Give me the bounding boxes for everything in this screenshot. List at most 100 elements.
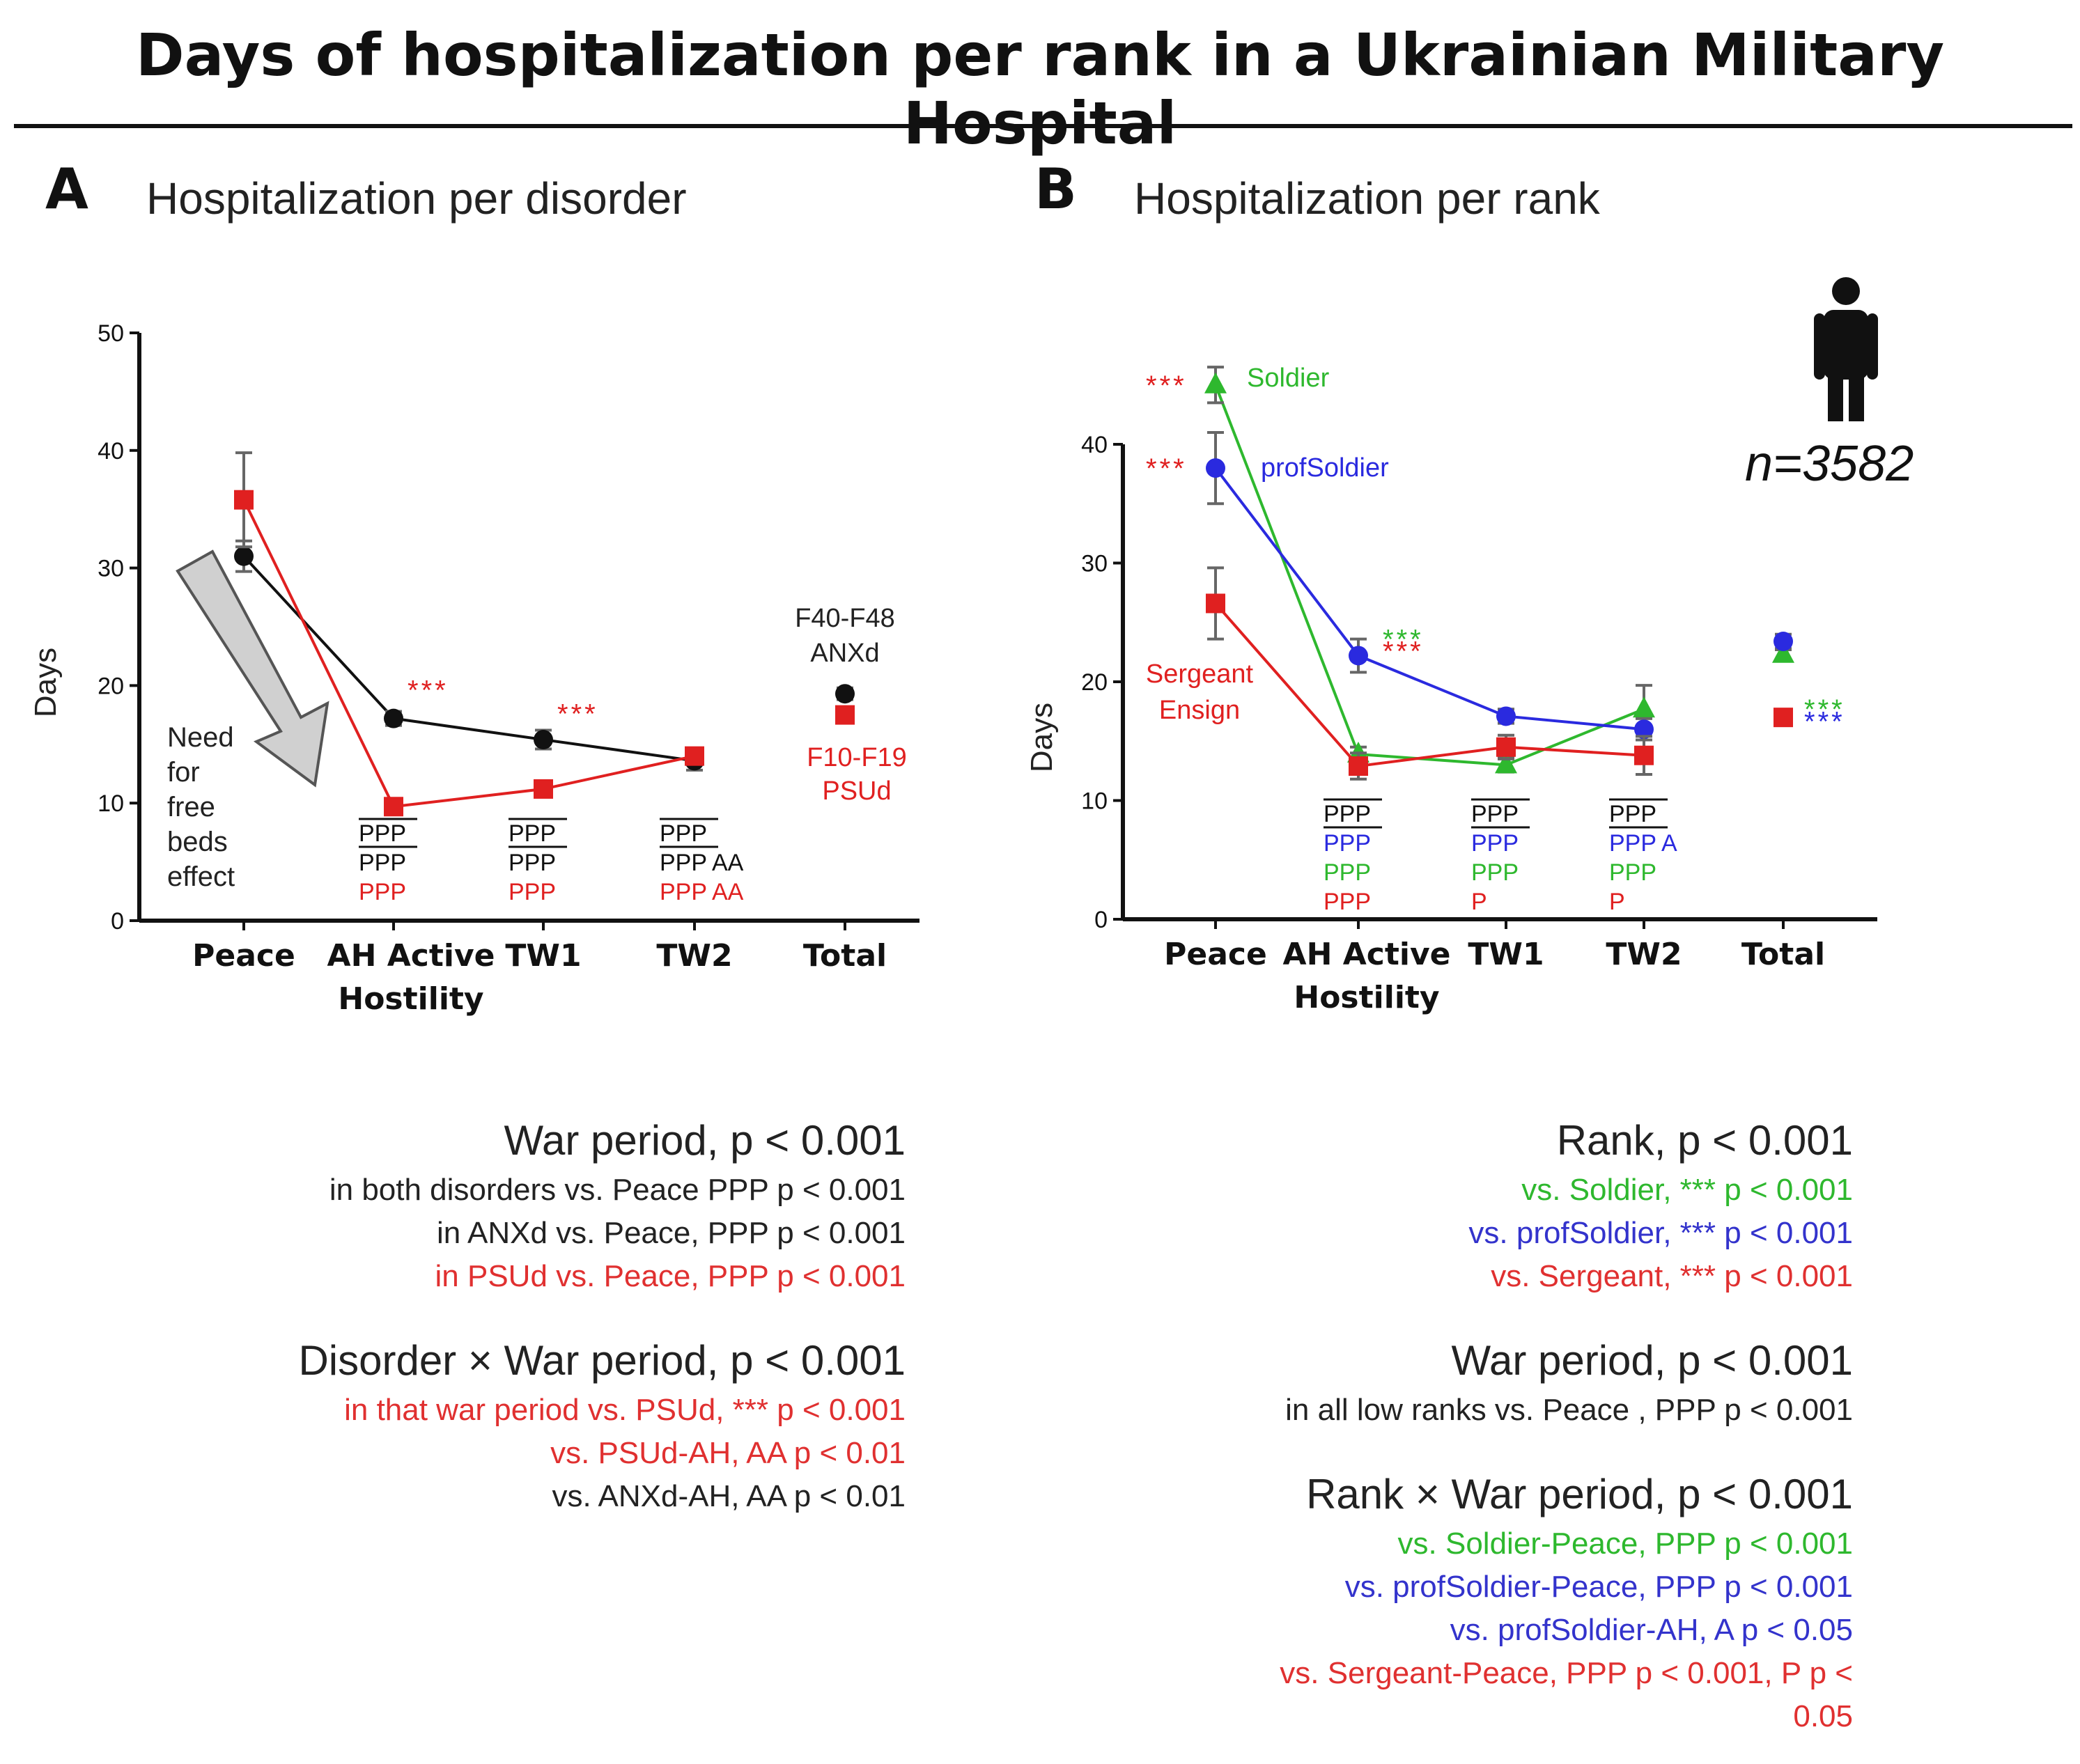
data-point bbox=[685, 746, 704, 766]
x-tick-label: TW2 bbox=[1606, 937, 1682, 972]
figure-title: Days of hospitalization per rank in a Uk… bbox=[135, 21, 1945, 157]
series-label-anxd: F40-F48 bbox=[795, 604, 895, 633]
arrow-label: beds bbox=[167, 827, 228, 857]
significance-stars: *** bbox=[408, 676, 449, 706]
x-tick-label: Total bbox=[1741, 937, 1825, 972]
sig-label: PPP bbox=[660, 820, 707, 847]
sig-label: PPP bbox=[509, 879, 556, 905]
y-tick-label: 40 bbox=[98, 438, 124, 465]
x-tick-label: TW2 bbox=[656, 938, 732, 974]
stats-b-line: vs. profSoldier, *** p < 0.001 bbox=[1468, 1216, 1853, 1250]
stats-a-interaction: Disorder × War period, p < 0.001 bbox=[298, 1337, 906, 1384]
sig-label: PPP bbox=[1609, 801, 1656, 827]
series-line bbox=[1214, 602, 1645, 768]
y-tick-label: 30 bbox=[1081, 551, 1108, 577]
data-point bbox=[1496, 706, 1516, 726]
data-point bbox=[1349, 646, 1368, 666]
stats-b-rank: Rank, p < 0.001 bbox=[1556, 1117, 1853, 1164]
person-icon-part bbox=[1867, 313, 1878, 380]
series-line bbox=[242, 555, 695, 763]
arrow-label: effect bbox=[167, 861, 235, 892]
data-point bbox=[1633, 696, 1655, 718]
significance-stars: *** bbox=[1146, 370, 1187, 401]
panel-a-letter: A bbox=[45, 157, 88, 221]
stats-a-line: vs. PSUd-AH, AA p < 0.01 bbox=[550, 1436, 906, 1470]
sig-label: PPP A bbox=[1609, 830, 1677, 857]
y-tick-label: 10 bbox=[98, 790, 124, 817]
y-tick-label: 0 bbox=[1094, 907, 1108, 933]
stats-a-war-period: War period, p < 0.001 bbox=[504, 1117, 906, 1164]
stats-b-line: in all low ranks vs. Peace , PPP p < 0.0… bbox=[1285, 1393, 1853, 1427]
significance-stars: *** bbox=[1383, 637, 1424, 667]
x-tick-label: AH Active bbox=[1283, 937, 1451, 972]
sig-label: PPP bbox=[1471, 859, 1519, 886]
x-tick-label: Peace bbox=[1164, 937, 1267, 972]
arrow-label: free bbox=[167, 792, 215, 822]
sig-label: P bbox=[1609, 889, 1625, 915]
x-tick-label: AH Active bbox=[327, 938, 495, 974]
sig-label: PPP bbox=[1471, 830, 1519, 857]
data-point bbox=[1634, 745, 1654, 765]
y-axis-label: Days bbox=[29, 648, 63, 717]
sig-label: PPP bbox=[1471, 801, 1519, 827]
series-label-soldier: Soldier bbox=[1247, 364, 1330, 393]
stats-a-line: in ANXd vs. Peace, PPP p < 0.001 bbox=[436, 1216, 906, 1250]
sig-label: PPP AA bbox=[660, 879, 744, 905]
stats-b: Rank, p < 0.001 vs. Soldier, *** p < 0.0… bbox=[947, 1113, 1853, 1738]
data-point-total bbox=[1774, 632, 1793, 652]
significance-stars: *** bbox=[1804, 694, 1845, 725]
y-tick-label: 50 bbox=[98, 320, 124, 347]
stats-b-war-period: War period, p < 0.001 bbox=[1451, 1337, 1853, 1384]
person-icon-part bbox=[1814, 313, 1825, 380]
x-tick-label: Peace bbox=[192, 938, 295, 974]
person-icon-part bbox=[1832, 277, 1860, 305]
arrow-label: Need bbox=[167, 722, 234, 753]
sig-label: PPP bbox=[1324, 830, 1371, 857]
stats-b-line: vs. Soldier, *** p < 0.001 bbox=[1521, 1173, 1853, 1207]
data-point bbox=[1634, 719, 1654, 740]
chart-b: 0 10 20 30 40 Peace AH Active Hostility TW1 TW2 To… bbox=[1025, 277, 1914, 1015]
x-tick-label: TW1 bbox=[1468, 937, 1544, 972]
data-point bbox=[534, 730, 553, 750]
chart-a: 0 10 20 30 40 50 Peace AH Active Hostility TW1 TW2… bbox=[29, 320, 919, 1017]
series-line bbox=[1214, 467, 1645, 731]
person-icon-part bbox=[1828, 369, 1843, 421]
y-tick-label: 10 bbox=[1081, 788, 1108, 815]
person-icon-part bbox=[1849, 369, 1864, 421]
y-tick-label: 20 bbox=[1081, 669, 1108, 696]
stats-b-line: vs. Sergeant-Peace, PPP p < 0.001, P p < bbox=[1280, 1656, 1853, 1690]
stats-b-line: vs. profSoldier-Peace, PPP p < 0.001 bbox=[1344, 1570, 1853, 1604]
data-point bbox=[1349, 756, 1368, 776]
y-axis-label: Days bbox=[1025, 703, 1059, 772]
data-point-total bbox=[1774, 708, 1793, 728]
series-line bbox=[1214, 384, 1645, 767]
significance-stars: *** bbox=[1146, 453, 1187, 484]
y-tick-label: 30 bbox=[98, 556, 124, 582]
arrow-label: for bbox=[167, 757, 200, 788]
series-line bbox=[242, 499, 695, 809]
x-tick-label: Hostility bbox=[338, 981, 483, 1017]
stats-b-interaction: Rank × War period, p < 0.001 bbox=[1306, 1471, 1853, 1517]
data-point bbox=[234, 546, 254, 566]
person-icon-part bbox=[1824, 310, 1868, 380]
sig-label: PPP bbox=[509, 850, 556, 876]
significance-stars: *** bbox=[1383, 625, 1424, 655]
y-tick-label: 0 bbox=[111, 908, 124, 935]
stats-a-line: vs. ANXd-AH, AA p < 0.01 bbox=[552, 1479, 906, 1513]
data-point bbox=[384, 708, 403, 728]
data-point bbox=[234, 490, 254, 510]
sig-label: PPP bbox=[359, 820, 406, 847]
title-divider bbox=[14, 124, 2072, 128]
sample-size: n=3582 bbox=[1745, 436, 1914, 492]
stats-b-line: 0.05 bbox=[1793, 1699, 1853, 1733]
sig-label: PPP bbox=[1324, 859, 1371, 886]
stats-b-line: vs. Soldier-Peace, PPP p < 0.001 bbox=[1397, 1527, 1853, 1561]
data-point bbox=[1495, 752, 1517, 774]
sig-label: PPP bbox=[1324, 801, 1371, 827]
data-point bbox=[1206, 458, 1225, 478]
sig-label: PPP bbox=[1609, 859, 1656, 886]
panel-a-title: Hospitalization per disorder bbox=[146, 173, 687, 224]
data-point bbox=[384, 797, 403, 817]
data-point bbox=[1206, 593, 1225, 614]
stats-a-line: in PSUd vs. Peace, PPP p < 0.001 bbox=[435, 1259, 906, 1293]
